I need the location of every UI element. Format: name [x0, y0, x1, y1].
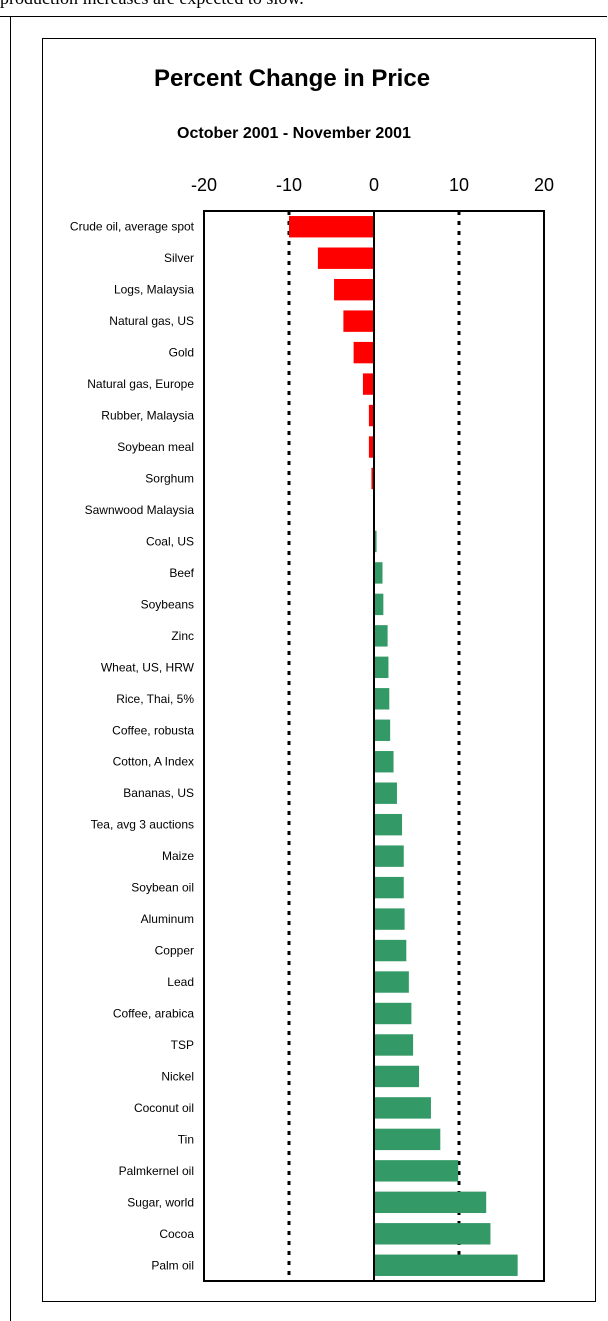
bar — [343, 310, 374, 332]
category-label: Lead — [167, 975, 194, 989]
category-label: Aluminum — [141, 912, 194, 926]
bar — [362, 373, 374, 395]
outer-border-top — [0, 16, 607, 17]
category-label: Cocoa — [159, 1227, 194, 1241]
category-label: Logs, Malaysia — [114, 283, 194, 297]
x-tick-label: -20 — [191, 175, 217, 195]
bar — [374, 625, 388, 647]
bar — [374, 876, 404, 899]
category-label: Copper — [155, 944, 194, 958]
bar — [317, 247, 374, 269]
bar — [374, 688, 390, 710]
chart-svg: Percent Change in Price October 2001 - N… — [70, 65, 554, 1282]
category-label: Palmkernel oil — [119, 1164, 194, 1178]
bar — [374, 593, 384, 616]
category-label: Coffee, arabica — [113, 1007, 194, 1021]
bar — [374, 1223, 491, 1245]
bar — [374, 1128, 441, 1151]
category-label: Coffee, robusta — [112, 723, 194, 737]
category-label: Bananas, US — [123, 786, 194, 800]
bar — [289, 216, 374, 238]
chart-title: Percent Change in Price — [154, 65, 430, 92]
outer-border-left — [10, 16, 11, 1321]
category-label: Coconut oil — [134, 1101, 194, 1115]
bars — [289, 216, 518, 1276]
category-label: Rice, Thai, 5% — [116, 692, 194, 706]
bar — [374, 971, 409, 993]
category-label: Wheat, US, HRW — [101, 660, 195, 674]
bar — [374, 813, 403, 836]
category-label: Rubber, Malaysia — [101, 409, 194, 423]
gridlines — [287, 211, 461, 1281]
category-label: Soybeans — [141, 597, 194, 611]
bar — [334, 278, 374, 301]
bar — [374, 656, 389, 679]
category-label: Sorghum — [145, 472, 194, 486]
bar — [374, 845, 404, 867]
x-tick-label: -10 — [276, 175, 302, 195]
category-label: Cotton, A Index — [113, 755, 194, 769]
bar — [374, 562, 383, 584]
category-label: Maize — [162, 849, 194, 863]
bar — [374, 782, 397, 804]
category-label: Crude oil, average spot — [70, 220, 195, 234]
bar — [368, 436, 374, 458]
category-label: Sugar, world — [127, 1195, 194, 1209]
bar — [374, 1065, 420, 1088]
category-label: Zinc — [171, 629, 194, 643]
category-labels: Crude oil, average spot Silver Logs, Malay… — [70, 220, 195, 1273]
bar — [374, 939, 407, 962]
bar — [374, 1097, 431, 1119]
bar — [374, 1160, 459, 1182]
x-tick-label: 0 — [369, 175, 379, 195]
category-label: Tea, avg 3 auctions — [91, 818, 194, 832]
category-label: Soybean meal — [117, 440, 194, 454]
bar — [374, 530, 377, 553]
category-label: TSP — [171, 1038, 194, 1052]
bar — [374, 1002, 412, 1025]
category-label: Nickel — [161, 1069, 194, 1083]
bar — [374, 1191, 487, 1214]
bar — [374, 751, 394, 773]
bar — [374, 719, 391, 741]
bar — [374, 1034, 414, 1056]
category-label: Beef — [169, 566, 194, 580]
category-label: Silver — [164, 251, 194, 265]
chart-subtitle: October 2001 - November 2001 — [177, 125, 411, 142]
category-label: Soybean oil — [131, 881, 194, 895]
category-label: Palm oil — [151, 1258, 194, 1272]
category-label: Coal, US — [146, 534, 194, 548]
bar — [374, 908, 405, 930]
x-axis-tick-labels: -20 -10 0 10 20 — [191, 175, 554, 195]
x-tick-label: 10 — [449, 175, 469, 195]
x-tick-label: 20 — [534, 175, 554, 195]
category-label: Sawnwood Malaysia — [85, 503, 195, 517]
bar — [368, 404, 374, 427]
top-text-fragment: production increases are expected to slo… — [0, 0, 608, 9]
category-label: Gold — [169, 346, 194, 360]
category-label: Tin — [178, 1132, 194, 1146]
bar — [353, 341, 374, 364]
bar — [374, 1254, 518, 1276]
category-label: Natural gas, Europe — [87, 377, 194, 391]
bar — [371, 467, 374, 490]
category-label: Natural gas, US — [109, 314, 194, 328]
chart-frame: Percent Change in Price October 2001 - N… — [42, 38, 596, 1302]
